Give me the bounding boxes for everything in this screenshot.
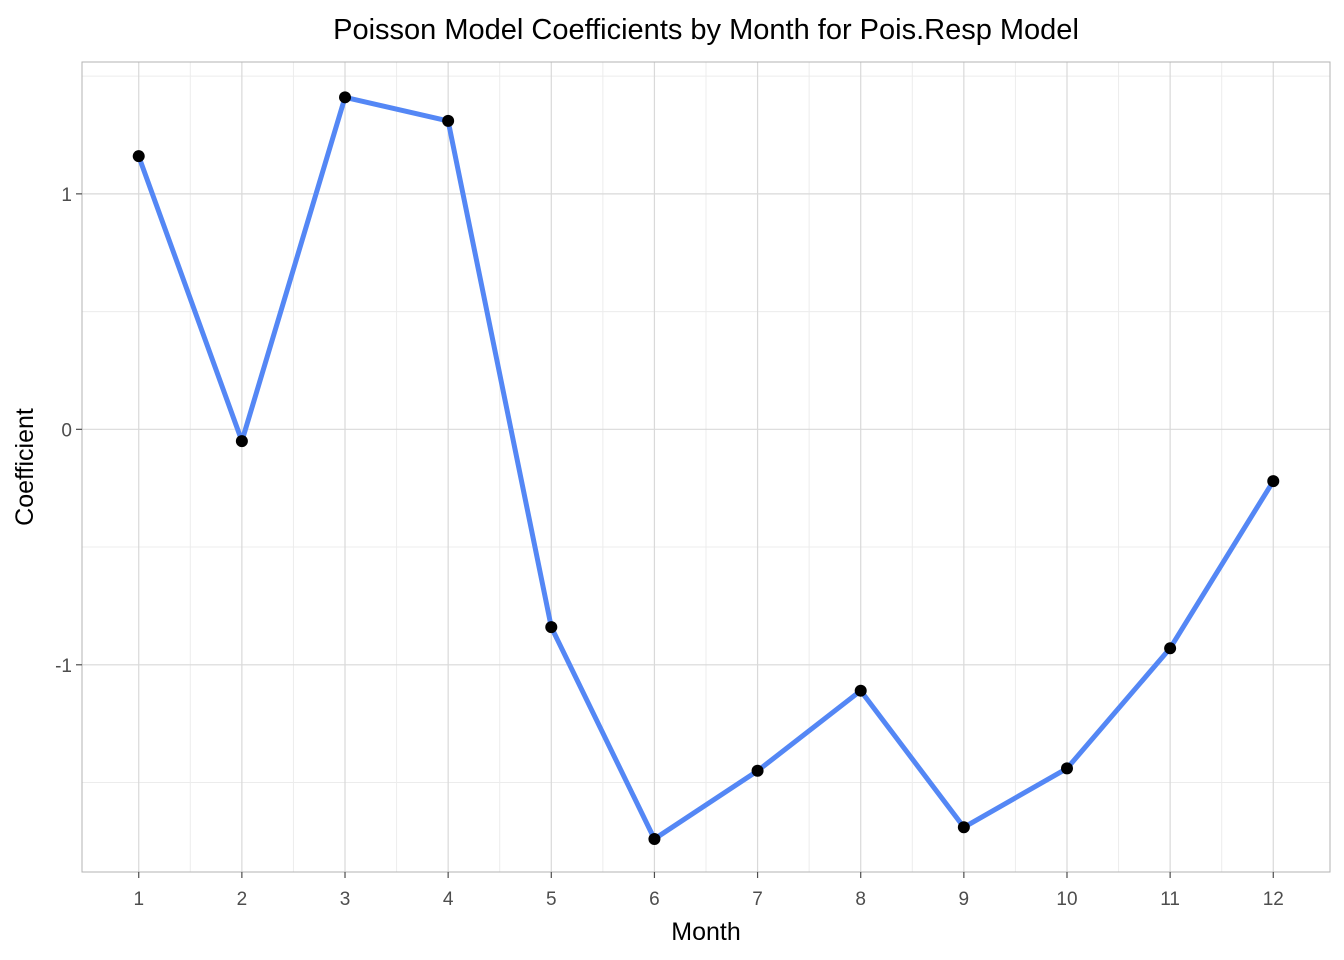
data-points (132, 91, 1280, 846)
x-tick-label: 4 (443, 889, 454, 910)
x-tick-label: 10 (1056, 889, 1077, 910)
x-tick-label: 3 (340, 889, 351, 910)
x-tick-label: 5 (546, 889, 557, 910)
data-point (545, 621, 558, 634)
y-tick-label: -1 (55, 656, 72, 677)
chart-title: Poisson Model Coefficients by Month for … (333, 14, 1079, 46)
x-tick-label: 12 (1263, 889, 1284, 910)
x-tick-label: 8 (855, 889, 866, 910)
y-axis: -1 0 1 (55, 185, 82, 677)
data-point (442, 114, 455, 127)
x-tick-label: 11 (1160, 889, 1180, 910)
x-tick-label: 6 (649, 889, 660, 910)
data-point (957, 821, 970, 834)
x-axis: 1 2 3 4 5 6 7 8 9 10 11 12 (133, 872, 1284, 910)
y-tick-label: 1 (61, 185, 72, 206)
data-point (854, 684, 867, 697)
data-point (339, 91, 352, 104)
data-point (1060, 762, 1073, 775)
series-line (136, 94, 1276, 842)
grid (82, 62, 1330, 872)
data-point (751, 764, 764, 777)
y-tick-label: 0 (61, 420, 72, 441)
data-point (235, 435, 248, 448)
data-point (132, 150, 145, 163)
data-point (1164, 642, 1177, 655)
y-axis-title: Coefficient (11, 408, 39, 526)
data-point (1267, 475, 1280, 488)
x-tick-label: 7 (752, 889, 763, 910)
x-tick-label: 2 (237, 889, 248, 910)
x-axis-title: Month (671, 918, 740, 946)
x-tick-label: 9 (959, 889, 970, 910)
x-tick-label: 1 (133, 889, 144, 910)
data-point (648, 833, 661, 846)
panel-border (81, 61, 1331, 873)
